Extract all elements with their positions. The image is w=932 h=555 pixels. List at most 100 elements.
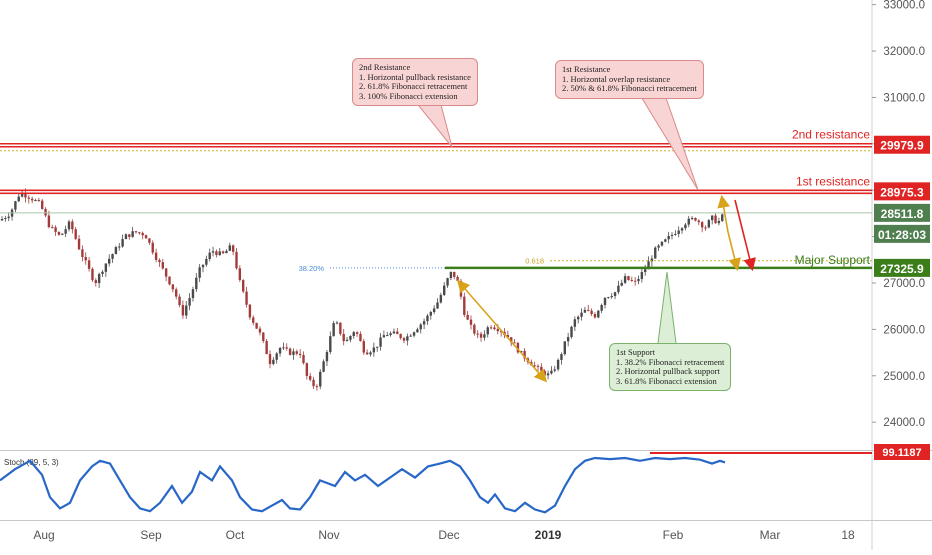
candle-body [54, 227, 57, 232]
candle-body [399, 334, 402, 339]
support-label: Major Support [795, 253, 871, 267]
candle-body [416, 329, 419, 333]
candle-body [164, 268, 168, 277]
candle-body [453, 271, 456, 277]
candle-body [680, 228, 684, 231]
candle-body [711, 215, 714, 221]
candle-body [483, 334, 486, 338]
candle-body [533, 365, 536, 367]
candle-body [690, 217, 694, 219]
candle-body [37, 200, 41, 202]
candle-body [309, 375, 312, 380]
candle-body [325, 351, 329, 362]
candle-body [302, 354, 305, 364]
candle-body [258, 328, 262, 333]
candle-body [359, 333, 362, 342]
candle-body [238, 268, 242, 281]
candle-body [429, 312, 432, 316]
candle-body [365, 352, 369, 355]
resistance-label: 1st resistance [796, 174, 870, 188]
candle-body [382, 335, 386, 338]
candle-body [198, 267, 201, 278]
candle-body [583, 309, 587, 313]
candle-body [71, 221, 74, 230]
candle-body [27, 197, 30, 199]
candle-body [195, 277, 198, 290]
candle-body [144, 235, 148, 239]
x-tick-label: 18 [841, 528, 855, 542]
candle-body [540, 366, 543, 371]
candle-body [91, 268, 94, 281]
candle-body [191, 289, 195, 299]
candle-body [617, 285, 620, 293]
candle-body [349, 335, 352, 340]
y-tick-label: 24000.0 [883, 417, 925, 429]
candle-body [355, 332, 359, 334]
candle-body [456, 276, 459, 281]
candle-body [422, 321, 426, 325]
candle-body [7, 216, 10, 219]
fib-arrow-top [717, 194, 730, 233]
candle-body [111, 254, 114, 259]
candle-body [593, 314, 597, 318]
resistance-label: 2nd resistance [792, 128, 870, 142]
candle-body [466, 314, 469, 320]
candle-body [285, 347, 288, 349]
candle-body [469, 319, 473, 325]
callout-1st-support: 1st Support 1. 38.2% Fibonacci retraceme… [609, 343, 732, 391]
candle-body [510, 337, 513, 343]
callout-support-pointer [657, 271, 677, 344]
candle-body [493, 327, 496, 330]
callout-2nd-resistance-line-2: 2. 61.8% Fibonacci retracement [359, 81, 468, 91]
candle-body [489, 327, 493, 329]
candle-body [57, 231, 61, 235]
candle-body [335, 322, 339, 324]
candle-body [644, 269, 647, 273]
countdown-tag [874, 224, 930, 243]
callout-2nd-pointer [414, 100, 453, 148]
candle-body [721, 214, 724, 221]
candle-body [486, 327, 489, 335]
candle-body [30, 198, 34, 201]
candle-body [124, 234, 128, 240]
candle-body [352, 332, 355, 336]
candle-body [248, 304, 252, 318]
callout-1st-resistance-line-1: 1. Horizontal overlap resistance [562, 73, 671, 84]
x-tick-label: Feb [663, 528, 684, 542]
x-tick-label: 2019 [535, 528, 562, 542]
candle-body [252, 317, 255, 323]
countdown-tag-text: 01:28:03 [878, 228, 926, 242]
candle-body [278, 348, 282, 354]
callout-1st-resistance-title: 1st Resistance [562, 64, 611, 74]
y-tick-label: 26000.0 [883, 324, 925, 336]
candle-body [121, 239, 124, 247]
candle-body [208, 252, 211, 259]
callout-1st-support-line-3: 3. 61.8% Fibonacci extension [616, 375, 717, 386]
candle-body [587, 309, 590, 311]
candle-body [225, 250, 228, 254]
callout-1st-pointer [639, 94, 699, 191]
fib-label-382: 38.20% [299, 264, 325, 273]
candle-body [171, 284, 175, 290]
candle-body [543, 370, 546, 376]
candle-body [262, 332, 265, 341]
forecast-arrow [734, 199, 756, 272]
candle-body [664, 239, 667, 242]
candle-body [231, 245, 235, 252]
candle-body [84, 256, 87, 261]
candle-body [697, 220, 700, 223]
x-tick-label: Aug [33, 528, 54, 542]
candle-body [185, 305, 188, 316]
candle-body [630, 280, 633, 282]
x-tick-label: Nov [318, 528, 339, 542]
stoch-value-text: 99.1187 [882, 447, 921, 459]
candle-body [272, 359, 275, 364]
candle-body [449, 271, 453, 279]
candle-body [362, 341, 365, 353]
candle-body [47, 215, 51, 228]
candle-body [396, 331, 399, 335]
stoch-value-tag [874, 444, 930, 460]
candle-body [613, 292, 617, 297]
